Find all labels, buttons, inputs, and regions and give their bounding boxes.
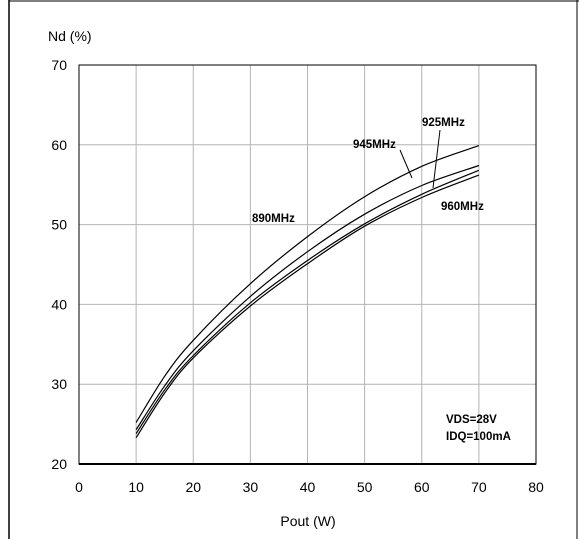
series-line-0 bbox=[135, 145, 480, 423]
x-tick-label-20: 20 bbox=[185, 479, 201, 495]
y-tick-label-20: 20 bbox=[51, 456, 67, 472]
x-tick-label-0: 0 bbox=[75, 479, 83, 495]
series-line-3 bbox=[135, 174, 480, 439]
label-925mhz: 925MHz bbox=[422, 117, 465, 129]
leader-945mhz bbox=[399, 149, 413, 179]
grid bbox=[79, 65, 536, 464]
x-tick-label-10: 10 bbox=[128, 479, 144, 495]
y-tick-label-40: 40 bbox=[51, 296, 67, 312]
series-lines bbox=[135, 145, 480, 439]
bias-vds-label: VDS=28V bbox=[446, 414, 497, 426]
y-tick-label-60: 60 bbox=[51, 137, 67, 153]
series-line-2 bbox=[135, 169, 480, 435]
label-960mhz: 960MHz bbox=[441, 201, 484, 213]
axes bbox=[78, 64, 537, 465]
y-axis-title: Nd (%) bbox=[48, 28, 92, 44]
x-axis-title: Pout (W) bbox=[280, 513, 335, 529]
tick-labels: 0 10 20 30 40 50 60 70 80 20 30 40 50 60 70 bbox=[51, 57, 544, 495]
x-tick-label-40: 40 bbox=[300, 479, 316, 495]
x-tick-label-60: 60 bbox=[414, 479, 430, 495]
label-945mhz: 945MHz bbox=[353, 139, 396, 151]
x-tick-label-50: 50 bbox=[357, 479, 373, 495]
leader-925mhz bbox=[432, 129, 441, 189]
bias-idq-label: IDQ=100mA bbox=[446, 431, 511, 443]
x-tick-label-30: 30 bbox=[243, 479, 259, 495]
y-tick-label-30: 30 bbox=[51, 376, 67, 392]
x-tick-label-80: 80 bbox=[528, 479, 544, 495]
x-tick-label-70: 70 bbox=[471, 479, 487, 495]
y-tick-label-70: 70 bbox=[51, 57, 67, 73]
y-tick-label-50: 50 bbox=[51, 217, 67, 233]
label-890mhz: 890MHz bbox=[252, 213, 295, 225]
series-line-1 bbox=[135, 164, 480, 431]
